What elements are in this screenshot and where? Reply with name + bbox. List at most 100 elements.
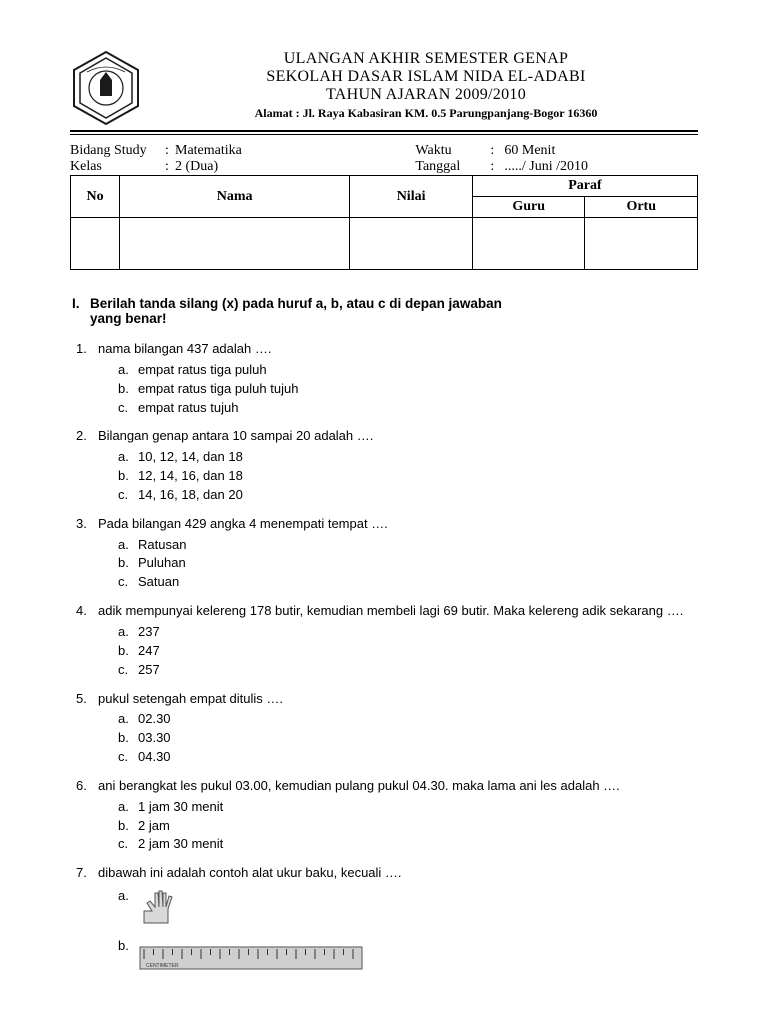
class-value: 2 (Dua) bbox=[175, 159, 218, 175]
score-table: No Nama Nilai Paraf Guru Ortu bbox=[70, 175, 698, 270]
option-item: a.237 bbox=[138, 623, 698, 642]
option-text: 2 jam bbox=[138, 818, 170, 833]
date-label: Tanggal bbox=[415, 159, 490, 175]
option-letter: c. bbox=[118, 835, 128, 854]
class-label: Kelas bbox=[70, 159, 165, 175]
option-item: c.04.30 bbox=[138, 748, 698, 767]
col-nama: Nama bbox=[120, 176, 350, 218]
question-item: 7.dibawah ini adalah contoh alat ukur ba… bbox=[98, 864, 698, 979]
option-text: empat ratus tiga puluh bbox=[138, 362, 267, 377]
option-list: a.02.30b.03.30c.04.30 bbox=[98, 710, 698, 767]
option-item: a.10, 12, 14, dan 18 bbox=[138, 448, 698, 467]
col-guru: Guru bbox=[472, 197, 585, 218]
option-item: c.Satuan bbox=[138, 573, 698, 592]
divider-thick bbox=[70, 130, 698, 132]
document-header: ULANGAN AKHIR SEMESTER GENAP SEKOLAH DAS… bbox=[70, 50, 698, 126]
option-letter: a. bbox=[118, 798, 129, 817]
option-text: 03.30 bbox=[138, 730, 171, 745]
question-text: nama bilangan 437 adalah …. bbox=[98, 341, 271, 356]
option-letter: b. bbox=[118, 729, 129, 748]
meta-block: Bidang Study : Matematika Waktu : 60 Men… bbox=[70, 143, 698, 175]
question-text: Pada bilangan 429 angka 4 menempati temp… bbox=[98, 516, 388, 531]
option-item: b.247 bbox=[138, 642, 698, 661]
question-text: pukul setengah empat ditulis …. bbox=[98, 691, 283, 706]
option-item: c.14, 16, 18, dan 20 bbox=[138, 486, 698, 505]
question-item: 5.pukul setengah empat ditulis ….a.02.30… bbox=[98, 690, 698, 767]
option-item: a.Ratusan bbox=[138, 536, 698, 555]
option-letter: b. bbox=[118, 467, 129, 486]
option-text: 14, 16, 18, dan 20 bbox=[138, 487, 243, 502]
option-letter: a. bbox=[118, 448, 129, 467]
option-list: a.Ratusanb.Puluhanc.Satuan bbox=[98, 536, 698, 593]
time-label: Waktu bbox=[415, 143, 490, 159]
school-logo bbox=[70, 50, 142, 126]
header-address: Alamat : Jl. Raya Kabasiran KM. 0.5 Paru… bbox=[154, 106, 698, 121]
question-number: 5. bbox=[76, 690, 87, 709]
time-value: 60 Menit bbox=[504, 143, 555, 159]
question-list: 1.nama bilangan 437 adalah ….a.empat rat… bbox=[70, 340, 698, 979]
option-item-image: a. bbox=[98, 887, 698, 933]
option-text: 10, 12, 14, dan 18 bbox=[138, 449, 243, 464]
option-item-image: b. CENTIMETER bbox=[98, 937, 698, 979]
option-item: c.257 bbox=[138, 661, 698, 680]
question-number: 3. bbox=[76, 515, 87, 534]
option-text: 1 jam 30 menit bbox=[138, 799, 223, 814]
option-item: a.empat ratus tiga puluh bbox=[138, 361, 698, 380]
question-item: 2.Bilangan genap antara 10 sampai 20 ada… bbox=[98, 427, 698, 504]
option-list: a.1 jam 30 menitb.2 jamc.2 jam 30 menit bbox=[98, 798, 698, 855]
hand-icon bbox=[138, 887, 180, 927]
option-text: 247 bbox=[138, 643, 160, 658]
question-item: 6.ani berangkat les pukul 03.00, kemudia… bbox=[98, 777, 698, 854]
option-item: b.empat ratus tiga puluh tujuh bbox=[138, 380, 698, 399]
option-letter: a. bbox=[118, 710, 129, 729]
question-text: adik mempunyai kelereng 178 butir, kemud… bbox=[98, 603, 683, 618]
col-no: No bbox=[71, 176, 120, 218]
option-letter: c. bbox=[118, 748, 128, 767]
table-row bbox=[71, 218, 698, 270]
option-item: c.empat ratus tujuh bbox=[138, 399, 698, 418]
question-item: 1.nama bilangan 437 adalah ….a.empat rat… bbox=[98, 340, 698, 417]
option-text: 2 jam 30 menit bbox=[138, 836, 223, 851]
option-item: a.1 jam 30 menit bbox=[138, 798, 698, 817]
option-letter: b. bbox=[118, 817, 129, 836]
study-label: Bidang Study bbox=[70, 143, 165, 159]
question-text: dibawah ini adalah contoh alat ukur baku… bbox=[98, 865, 402, 880]
option-text: Satuan bbox=[138, 574, 179, 589]
option-item: a.02.30 bbox=[138, 710, 698, 729]
option-list: a.10, 12, 14, dan 18b.12, 14, 16, dan 18… bbox=[98, 448, 698, 505]
study-value: Matematika bbox=[175, 143, 242, 159]
option-letter: b. bbox=[118, 642, 129, 661]
option-item: b.03.30 bbox=[138, 729, 698, 748]
header-text-block: ULANGAN AKHIR SEMESTER GENAP SEKOLAH DAS… bbox=[154, 50, 698, 121]
question-number: 7. bbox=[76, 864, 87, 883]
option-text: empat ratus tujuh bbox=[138, 400, 238, 415]
option-letter: c. bbox=[118, 399, 128, 418]
option-letter: b. bbox=[118, 937, 129, 956]
question-text: Bilangan genap antara 10 sampai 20 adala… bbox=[98, 428, 373, 443]
header-line-2: SEKOLAH DASAR ISLAM NIDA EL-ADABI bbox=[154, 68, 698, 86]
option-text: empat ratus tiga puluh tujuh bbox=[138, 381, 298, 396]
option-letter: a. bbox=[118, 536, 129, 555]
option-item: b.2 jam bbox=[138, 817, 698, 836]
option-letter: b. bbox=[118, 380, 129, 399]
question-number: 1. bbox=[76, 340, 87, 359]
divider-thin bbox=[70, 134, 698, 135]
option-letter: c. bbox=[118, 573, 128, 592]
option-letter: c. bbox=[118, 486, 128, 505]
col-nilai: Nilai bbox=[350, 176, 473, 218]
option-letter: a. bbox=[118, 623, 129, 642]
question-item: 3.Pada bilangan 429 angka 4 menempati te… bbox=[98, 515, 698, 592]
header-line-1: ULANGAN AKHIR SEMESTER GENAP bbox=[154, 50, 698, 68]
option-text: Ratusan bbox=[138, 537, 186, 552]
option-letter: a. bbox=[118, 887, 129, 906]
col-ortu: Ortu bbox=[585, 197, 698, 218]
option-text: 257 bbox=[138, 662, 160, 677]
option-list: a.237b.247c.257 bbox=[98, 623, 698, 680]
option-item: c.2 jam 30 menit bbox=[138, 835, 698, 854]
ruler-icon: CENTIMETER bbox=[138, 945, 368, 973]
header-line-3: TAHUN AJARAN 2009/2010 bbox=[154, 86, 698, 104]
question-number: 6. bbox=[76, 777, 87, 796]
date-value: ...../ Juni /2010 bbox=[504, 159, 588, 175]
section-1-title: I.Berilah tanda silang (x) pada huruf a,… bbox=[70, 296, 698, 326]
svg-text:CENTIMETER: CENTIMETER bbox=[146, 963, 179, 969]
